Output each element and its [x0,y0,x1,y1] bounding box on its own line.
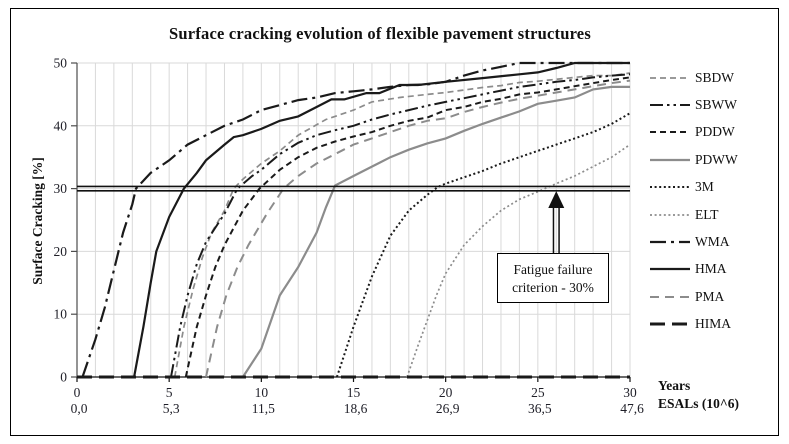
x-axis-label-years: Years [658,378,691,393]
series-sbww [170,73,631,378]
x-tick-year-label: 0 [74,385,81,400]
legend-item-pma: PMA [650,283,776,310]
series-elt [406,143,631,378]
series-sbdw [173,72,631,378]
series-pddw [184,76,631,378]
legend-item-pddw: PDDW [650,119,776,146]
x-tick-year-label: 25 [531,385,545,400]
series-pdww [241,85,630,378]
series-pma [205,79,631,378]
x-tick-esal-label: 5,3 [163,401,180,416]
y-tick-label: 30 [54,181,68,196]
legend-item-sbdw: SBDW [650,64,776,91]
y-tick-label: 40 [54,118,68,133]
y-tick-label: 10 [54,307,68,322]
chart-title: Surface cracking evolution of flexible p… [169,24,591,43]
legend-line-sample-3m [650,186,690,189]
x-tick-esal-label: 11,5 [252,401,275,416]
legend-label-hima: HIMA [695,316,731,332]
x-tick-esal-label: 47,6 [620,401,644,416]
legend-label-sbdw: SBDW [695,69,735,85]
x-tick-year-label: 20 [439,385,453,400]
legend-label-pdww: PDWW [695,151,738,167]
legend-line-sample-elt [650,213,690,216]
legend-item-elt: ELT [650,201,776,228]
legend-line-sample-pdww [650,158,690,161]
legend-item-sbww: SBWW [650,91,776,118]
legend-label-pddw: PDDW [695,124,735,140]
fatigue-criterion-annotation: Fatigue failure criterion - 30% [497,253,609,303]
tick-labels: 0 10 20 30 40 50 0 5 10 15 20 25 30 0,0 5,3 11,5 18,6 26,… [54,56,645,417]
x-tick-esal-label: 18,6 [344,401,368,416]
legend-item-wma: WMA [650,228,776,255]
legend-label-elt: ELT [695,206,719,222]
x-axis-label-esals: ESALs (10^6) [658,396,739,411]
legend-line-sample-pma [650,295,690,298]
legend-item-hma: HMA [650,256,776,283]
legend-line-sample-hma [650,268,690,271]
legend-line-sample-sbdw [650,76,690,79]
legend-label-hma: HMA [695,261,727,277]
figure-border [10,8,779,436]
series-3m [335,112,631,378]
y-tick-label: 50 [54,56,68,71]
legend-line-sample-hima [650,322,690,326]
y-tick-label: 0 [60,370,67,385]
legend-line-sample-wma [650,240,690,244]
legend-label-sbww: SBWW [695,97,737,113]
x-tick-year-label: 15 [347,385,361,400]
legend-item-3m: 3M [650,174,776,201]
legend-line-sample-sbww [650,104,690,107]
x-tick-year-label: 10 [255,385,269,400]
legend: SBDW SBWW PDDW PDWW 3M ELT WMA HMA PMA HIMA [650,64,776,338]
y-tick-label: 20 [54,244,68,259]
legend-line-sample-pddw [650,131,690,134]
x-tick-esal-label: 26,9 [436,401,460,416]
annotation-line-1: Fatigue failure [513,262,593,277]
x-tick-year-label: 30 [623,385,637,400]
annotation-line-2: criterion - 30% [512,280,594,295]
series-hma [133,61,630,378]
x-tick-esal-label: 36,5 [528,401,552,416]
legend-label-wma: WMA [695,234,730,250]
x-tick-esal-label: 0,0 [71,401,88,416]
series-wma [81,61,630,378]
x-tick-year-label: 5 [166,385,173,400]
legend-item-pdww: PDWW [650,146,776,173]
legend-label-pma: PMA [695,288,725,304]
annotation-arrow [548,191,565,253]
legend-item-hima: HIMA [650,311,776,338]
fatigue-criterion-line [77,185,630,192]
legend-label-3m: 3M [695,179,714,195]
